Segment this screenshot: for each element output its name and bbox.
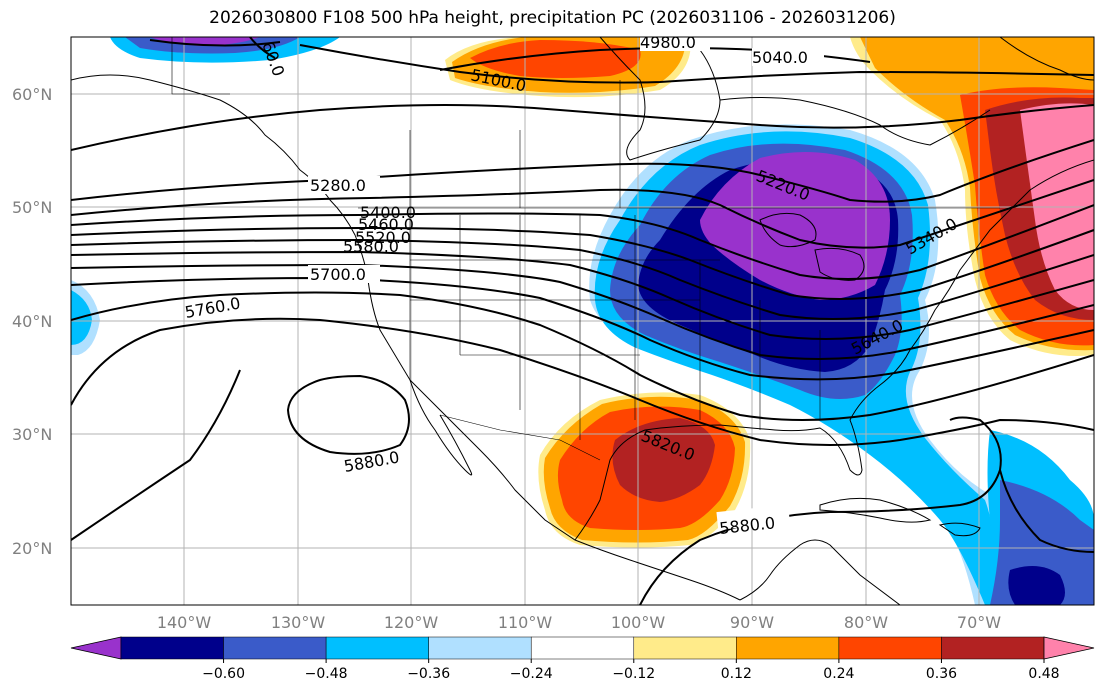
- lat-label-60n: 60°N: [12, 85, 52, 104]
- longitude-labels: 140°W 130°W 120°W 110°W 100°W 90°W 80°W …: [157, 613, 1001, 632]
- lon-label-120w: 120°W: [384, 613, 439, 632]
- colorbar: −0.60 −0.48 −0.36 −0.24 −0.12 0.12 0.24 0.36 0.4…: [70, 636, 1095, 682]
- colorbar-segment: [633, 636, 737, 660]
- lon-label-80w: 80°W: [844, 613, 888, 632]
- lon-label-130w: 130°W: [271, 613, 326, 632]
- colorbar-extend-min: [70, 636, 122, 660]
- height-contours: [71, 37, 1094, 605]
- contour-label-5460: 5460.0: [358, 215, 414, 234]
- colorbar-tick-label: 0.24: [823, 666, 854, 682]
- colorbar-tick-label: −0.12: [612, 666, 655, 682]
- colorbar-tick-label: −0.60: [202, 666, 245, 682]
- contour-label-5700: 5700.0: [310, 265, 366, 284]
- lat-label-20n: 20°N: [12, 539, 52, 558]
- colorbar-segment: [428, 636, 532, 660]
- lon-label-100w: 100°W: [611, 613, 666, 632]
- lon-label-90w: 90°W: [730, 613, 774, 632]
- lat-label-50n: 50°N: [12, 198, 52, 217]
- colorbar-segment: [736, 636, 840, 660]
- lat-label-30n: 30°N: [12, 425, 52, 444]
- contour-label-5040: 5040.0: [752, 48, 808, 67]
- map-title: 2026030800 F108 500 hPa height, precipit…: [209, 8, 896, 28]
- contour-label-4980: 4980.0: [640, 33, 696, 52]
- colorbar-segment: [530, 636, 635, 660]
- lon-label-110w: 110°W: [498, 613, 553, 632]
- contour-label-5280: 5280.0: [310, 176, 366, 195]
- colorbar-segment: [120, 636, 224, 660]
- colorbar-segment: [838, 636, 942, 660]
- colorbar-tick-label: 0.12: [721, 666, 752, 682]
- latitude-labels: 60°N 50°N 40°N 30°N 20°N: [12, 85, 52, 558]
- contour-label-5400: 5400.0: [360, 203, 416, 222]
- colorbar-segment: [325, 636, 429, 660]
- colorbar-segment: [223, 636, 327, 660]
- contour-label-5520: 5520.0: [355, 228, 411, 247]
- colorbar-tick-label: −0.48: [305, 666, 348, 682]
- colorbar-tick-label: −0.24: [510, 666, 553, 682]
- contour-label-5580: 5580.0: [343, 237, 399, 256]
- colorbar-tick-label: −0.36: [407, 666, 450, 682]
- colorbar-segment: [941, 636, 1045, 660]
- precip-negative-caribbean: [985, 430, 1094, 605]
- colorbar-tick-label: 0.36: [926, 666, 957, 682]
- lat-label-40n: 40°N: [12, 312, 52, 331]
- colorbar-extend-max: [1043, 636, 1095, 660]
- colorbar-tick-label: 0.48: [1028, 666, 1059, 682]
- coastlines: [71, 37, 1094, 605]
- lon-label-140w: 140°W: [157, 613, 212, 632]
- political-boundaries: [171, 37, 1000, 461]
- lon-label-70w: 70°W: [957, 613, 1001, 632]
- map-frame: [70, 36, 1095, 606]
